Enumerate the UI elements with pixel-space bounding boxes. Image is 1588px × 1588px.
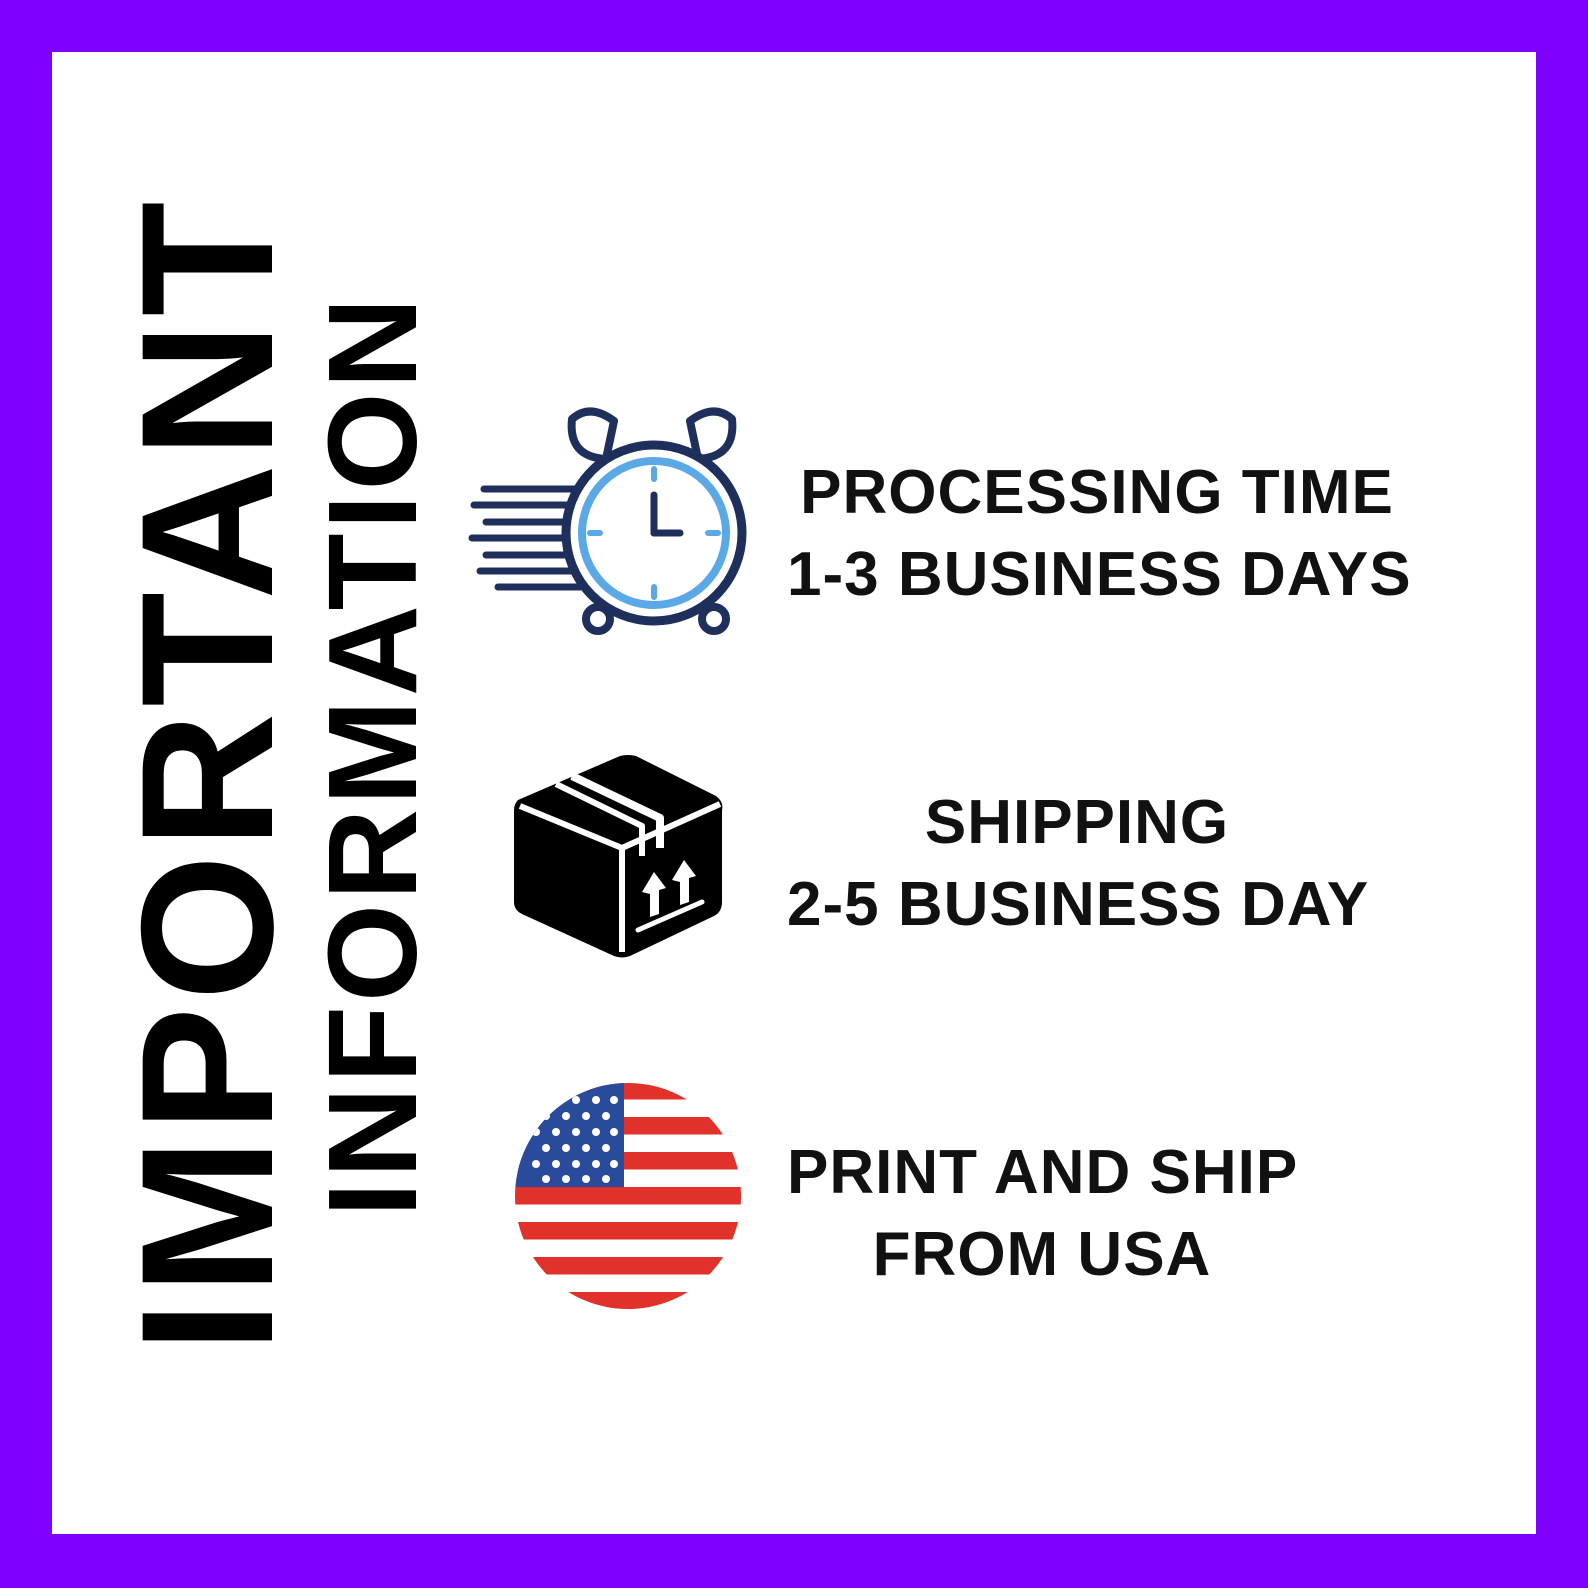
shipping-caption: SHIPPING 2-5 BUSINESS DAY: [787, 782, 1370, 946]
info-card: IMPORTANT INFORMATION: [52, 52, 1536, 1534]
origin-line1: PRINT AND SHIP: [787, 1138, 1299, 1207]
origin-caption: PRINT AND SHIP FROM USA: [787, 1132, 1297, 1296]
processing-caption: PROCESSING TIME 1-3 BUSINESS DAYS: [787, 452, 1412, 616]
shipping-days: 2-5 BUSINESS DAY: [787, 870, 1370, 939]
alarm-clock-icon: [464, 407, 756, 647]
shipping-title: SHIPPING: [924, 788, 1230, 857]
package-box-icon: [510, 752, 728, 960]
processing-days: 1-3 BUSINESS DAYS: [787, 540, 1412, 609]
title-information: INFORMATION: [302, 293, 443, 1217]
usa-flag-icon: [514, 1082, 742, 1310]
processing-title: PROCESSING TIME: [800, 458, 1394, 527]
title-important: IMPORTANT: [102, 195, 312, 1354]
origin-line2: FROM USA: [872, 1220, 1212, 1289]
